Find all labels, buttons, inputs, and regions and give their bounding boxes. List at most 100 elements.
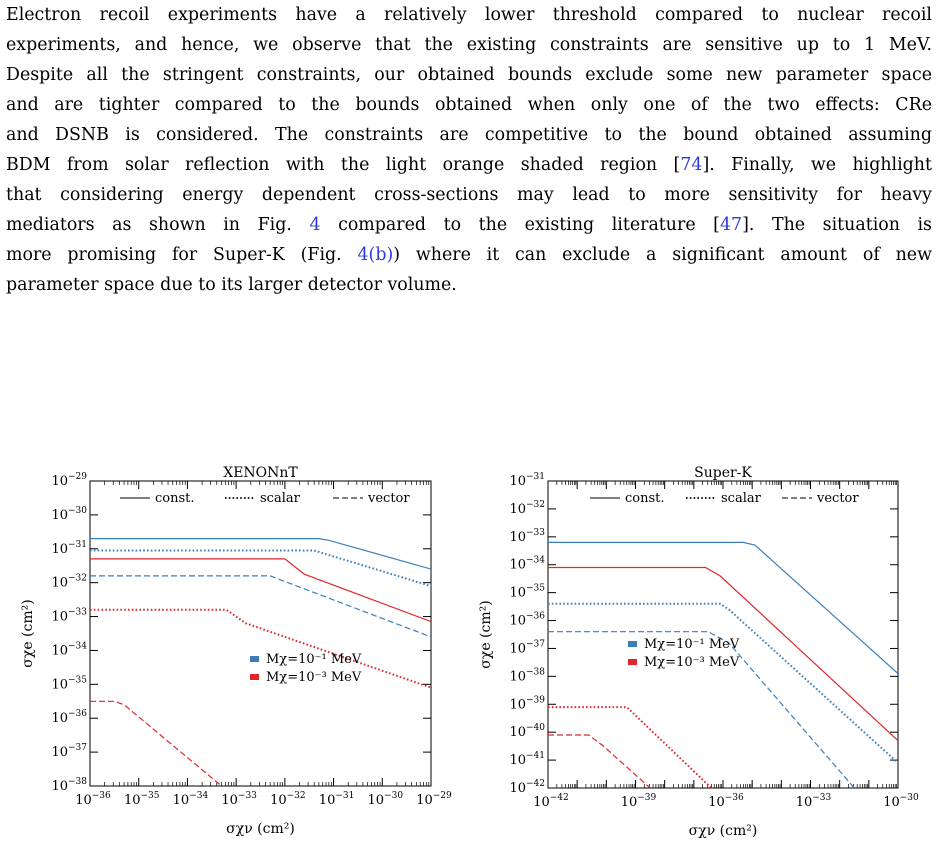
plot-frame (89, 480, 432, 787)
paragraph-text: and are tighter compared to the bounds o… (6, 95, 932, 115)
legend-label: Mχ=10⁻¹ MeV (266, 652, 362, 667)
paragraph-text: and DSNB is considered. The constraints … (6, 125, 932, 145)
paragraph-text: ) where it can exclude a significant amo… (393, 245, 932, 265)
tick-label: 10−33 (796, 793, 832, 810)
paragraph-text: compared to the existing literature [ (320, 215, 720, 235)
tick-label: 10−30 (883, 793, 919, 810)
tick-label: 10−29 (416, 791, 452, 808)
tick-label: 10−34 (173, 791, 209, 808)
legend-swatch-red (628, 659, 637, 665)
body-paragraph: Electron recoil experiments have a relat… (6, 0, 932, 300)
tick-label: 10−42 (509, 779, 545, 796)
reference-link[interactable]: 74 (680, 155, 703, 175)
series-red-solid (90, 558, 431, 623)
tick-label: 10−33 (221, 791, 257, 808)
tick-label: 10−36 (51, 709, 87, 726)
paragraph-line: parameter space due to its larger detect… (6, 270, 932, 300)
x-axis-label: σχν (cm²) (226, 821, 295, 837)
reference-link[interactable]: 4(b) (357, 245, 394, 265)
plot-frame (547, 480, 899, 789)
paragraph-text: BDM from solar reflection with the light… (6, 155, 681, 175)
tick-label: 10−38 (509, 667, 545, 684)
paragraph-text: ]. Finally, we highlight (702, 155, 932, 175)
chart-panel-xenonnt: 10−36 10−35 10−34 10−33 10−32 10−31 10−30 10−29… (20, 465, 452, 837)
tick-label: 10−39 (621, 793, 657, 810)
y-axis-label: σχe (cm²) (20, 599, 36, 667)
tick-label: 10−40 (509, 723, 545, 740)
tick-label: 10−34 (509, 556, 545, 573)
series-group (548, 541, 898, 788)
series-red-solid (548, 566, 898, 742)
tick-label: 10−42 (533, 793, 569, 810)
paragraph-line: Despite all the stringent constraints, o… (6, 60, 932, 90)
paragraph-text: mediators as shown in Fig. (6, 215, 310, 235)
paragraph-line: Electron recoil experiments have a relat… (6, 0, 932, 30)
series-red-dotted (548, 706, 712, 788)
legend-label: const. (625, 491, 665, 506)
tick-label: 10−33 (509, 528, 545, 545)
tick-label: 10−31 (51, 540, 87, 557)
tick-label: 10−33 (51, 608, 87, 625)
tick-label: 10−32 (51, 574, 87, 591)
series-blue-solid (548, 541, 898, 675)
figure-4: 10−36 10−35 10−34 10−33 10−32 10−31 10−30 10−29… (20, 465, 919, 839)
paragraph-text: that considering energy dependent cross-… (6, 185, 932, 205)
tick-label: 10−30 (368, 791, 404, 808)
tick-label: 10−35 (51, 675, 87, 692)
reference-link[interactable]: 4 (309, 215, 321, 235)
legend-label: Mχ=10⁻¹ MeV (644, 637, 740, 652)
series-red-dashed (548, 734, 651, 788)
series-red-dotted (90, 608, 431, 689)
legend-swatch-blue (250, 656, 259, 662)
chart-title: XENONnT (223, 465, 298, 481)
series-blue-dotted (548, 602, 898, 764)
tick-label: 10−31 (509, 472, 545, 489)
tick-label: 10−31 (319, 791, 355, 808)
series-blue-dotted (90, 549, 431, 588)
x-axis-label: σχν (cm²) (689, 823, 758, 839)
tick-label: 10−36 (509, 612, 545, 629)
paragraph-text: Electron recoil experiments have a relat… (6, 5, 932, 25)
paragraph-text: experiments, and hence, we observe that … (6, 35, 932, 55)
legend-label: scalar (721, 491, 762, 506)
tick-label: 10−32 (509, 500, 545, 517)
tick-label: 10−35 (509, 584, 545, 601)
series-group (90, 537, 431, 786)
tick-label: 10−37 (51, 743, 87, 760)
legend-label: scalar (260, 491, 301, 506)
tick-label: 10−39 (509, 695, 545, 712)
chart-panel-super-k: 10−42 10−39 10−36 10−33 10−30 10−42 10−41 10−40… (478, 465, 919, 839)
legend-swatch-red (250, 674, 259, 680)
paragraph-text: more promising for Super-K (Fig. (6, 245, 358, 265)
series-blue-solid (90, 537, 431, 570)
tick-label: 10−36 (708, 793, 744, 810)
legend-label: vector (816, 491, 859, 506)
paragraph-line: more promising for Super-K (Fig. 4(b)) w… (6, 240, 932, 270)
paragraph-line: experiments, and hence, we observe that … (6, 30, 932, 60)
tick-label: 10−34 (51, 641, 87, 658)
tick-label: 10−38 (51, 777, 87, 794)
tick-label: 10−41 (509, 751, 545, 768)
y-axis-label: σχe (cm²) (478, 600, 494, 668)
legend-label: const. (155, 491, 195, 506)
paragraph-line: BDM from solar reflection with the light… (6, 150, 932, 180)
tick-label: 10−30 (51, 506, 87, 523)
legend-label: vector (367, 491, 410, 506)
tick-label: 10−36 (75, 791, 111, 808)
paragraph-line: and DSNB is considered. The constraints … (6, 120, 932, 150)
legend-swatch-blue (628, 641, 637, 647)
series-blue-dashed (548, 631, 855, 788)
paragraph-line: that considering energy dependent cross-… (6, 180, 932, 210)
legend-label: Mχ=10⁻³ MeV (644, 655, 740, 670)
series-red-dashed (90, 700, 222, 786)
paragraph-line: and are tighter compared to the bounds o… (6, 90, 932, 120)
reference-link[interactable]: 47 (719, 215, 743, 235)
legend-label: Mχ=10⁻³ MeV (266, 670, 362, 685)
chart-title: Super-K (694, 465, 752, 481)
series-blue-dashed (90, 575, 431, 638)
paragraph-text: parameter space due to its larger detect… (6, 275, 457, 295)
paragraph-text: ]. The situation is (742, 215, 932, 235)
paragraph-line: mediators as shown in Fig. 4 compared to… (6, 210, 932, 240)
tick-label: 10−29 (51, 472, 87, 489)
tick-label: 10−35 (124, 791, 160, 808)
